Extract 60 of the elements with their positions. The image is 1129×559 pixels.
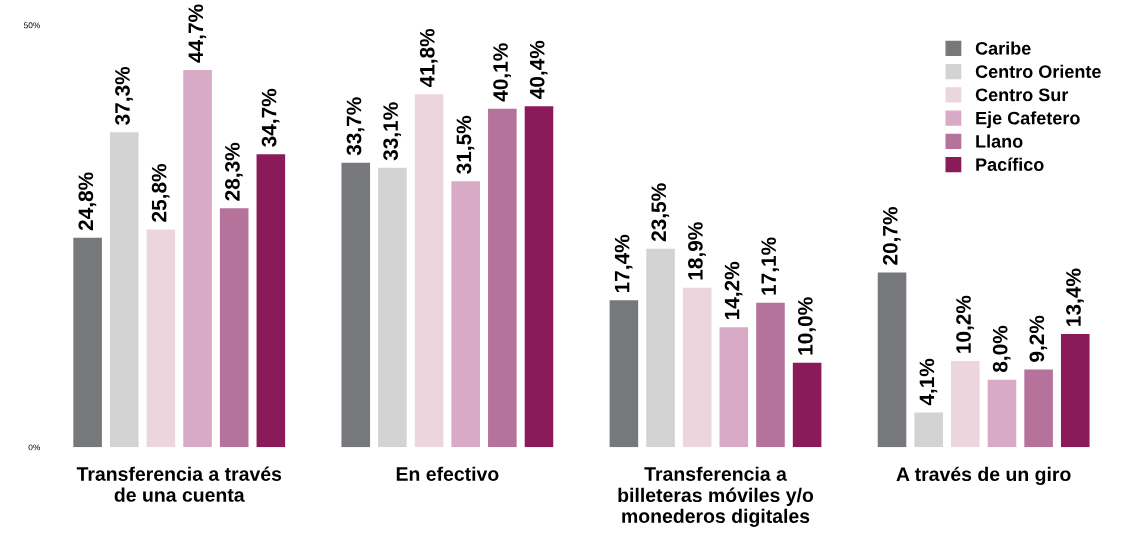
data-label: 37,3% xyxy=(115,66,133,125)
data-label: 18,9% xyxy=(688,222,706,280)
legend-label: Pacífico xyxy=(976,157,1044,171)
bar xyxy=(987,379,1017,448)
data-label: 40,4% xyxy=(529,40,548,99)
data-label: 34,7% xyxy=(261,88,280,147)
bar xyxy=(609,300,639,448)
y-tick-label: 50% xyxy=(23,22,40,29)
data-label: 33,7% xyxy=(346,97,365,156)
bar xyxy=(378,167,407,448)
bar xyxy=(256,154,286,448)
bar xyxy=(951,361,980,448)
data-label: 14,2% xyxy=(724,261,743,320)
data-label: 4,1% xyxy=(919,358,938,406)
data-label: 23,5% xyxy=(651,183,670,242)
bar xyxy=(524,106,554,448)
legend-label: Centro Sur xyxy=(975,88,1069,102)
bar xyxy=(756,302,785,448)
data-label: 20,7% xyxy=(882,207,901,265)
legend-label: Centro Oriente xyxy=(975,64,1101,79)
bar xyxy=(488,108,517,448)
bar xyxy=(1060,334,1090,448)
x-tick-label: En efectivo xyxy=(396,466,499,481)
legend-label: Eje Cafetero xyxy=(976,111,1080,129)
bar xyxy=(183,69,212,448)
x-tick-label: A través de un giro xyxy=(896,466,1071,486)
data-label: 17,1% xyxy=(761,237,780,295)
data-label: 40,1% xyxy=(493,43,511,102)
bar xyxy=(219,208,249,448)
bar xyxy=(341,162,371,448)
bar xyxy=(792,362,822,448)
data-label: 10,2% xyxy=(956,295,974,353)
bar xyxy=(646,248,675,448)
bar xyxy=(1024,369,1053,448)
data-label: 25,8% xyxy=(151,163,170,222)
data-label: 10,0% xyxy=(797,297,816,355)
bar xyxy=(109,132,139,448)
data-label: 44,7% xyxy=(188,4,207,63)
bar xyxy=(451,181,480,448)
data-label: 17,4% xyxy=(614,234,633,293)
bar xyxy=(914,412,943,448)
data-label: 33,1% xyxy=(383,102,402,161)
data-label: 28,3% xyxy=(225,142,243,201)
bar xyxy=(146,229,176,448)
data-label: 41,8% xyxy=(419,28,438,88)
data-label: 9,2% xyxy=(1029,315,1048,362)
legend-label: Llano xyxy=(976,134,1023,148)
data-label: 13,4% xyxy=(1066,268,1084,326)
x-tick-label: Transferencia a través de una cuenta xyxy=(76,466,282,502)
bar xyxy=(73,237,102,448)
bar xyxy=(682,287,712,448)
data-label: 8,0% xyxy=(992,325,1011,373)
bar xyxy=(414,94,444,448)
data-label: 24,8% xyxy=(78,172,97,231)
legend-label: Caribe xyxy=(975,41,1031,55)
bar xyxy=(877,272,907,448)
bar xyxy=(719,327,749,448)
data-label: 31,5% xyxy=(456,115,475,174)
x-tick-label: Transferencia a billeteras móviles y/o monederos digitales xyxy=(618,466,814,527)
y-tick-label: 0% xyxy=(28,444,40,451)
